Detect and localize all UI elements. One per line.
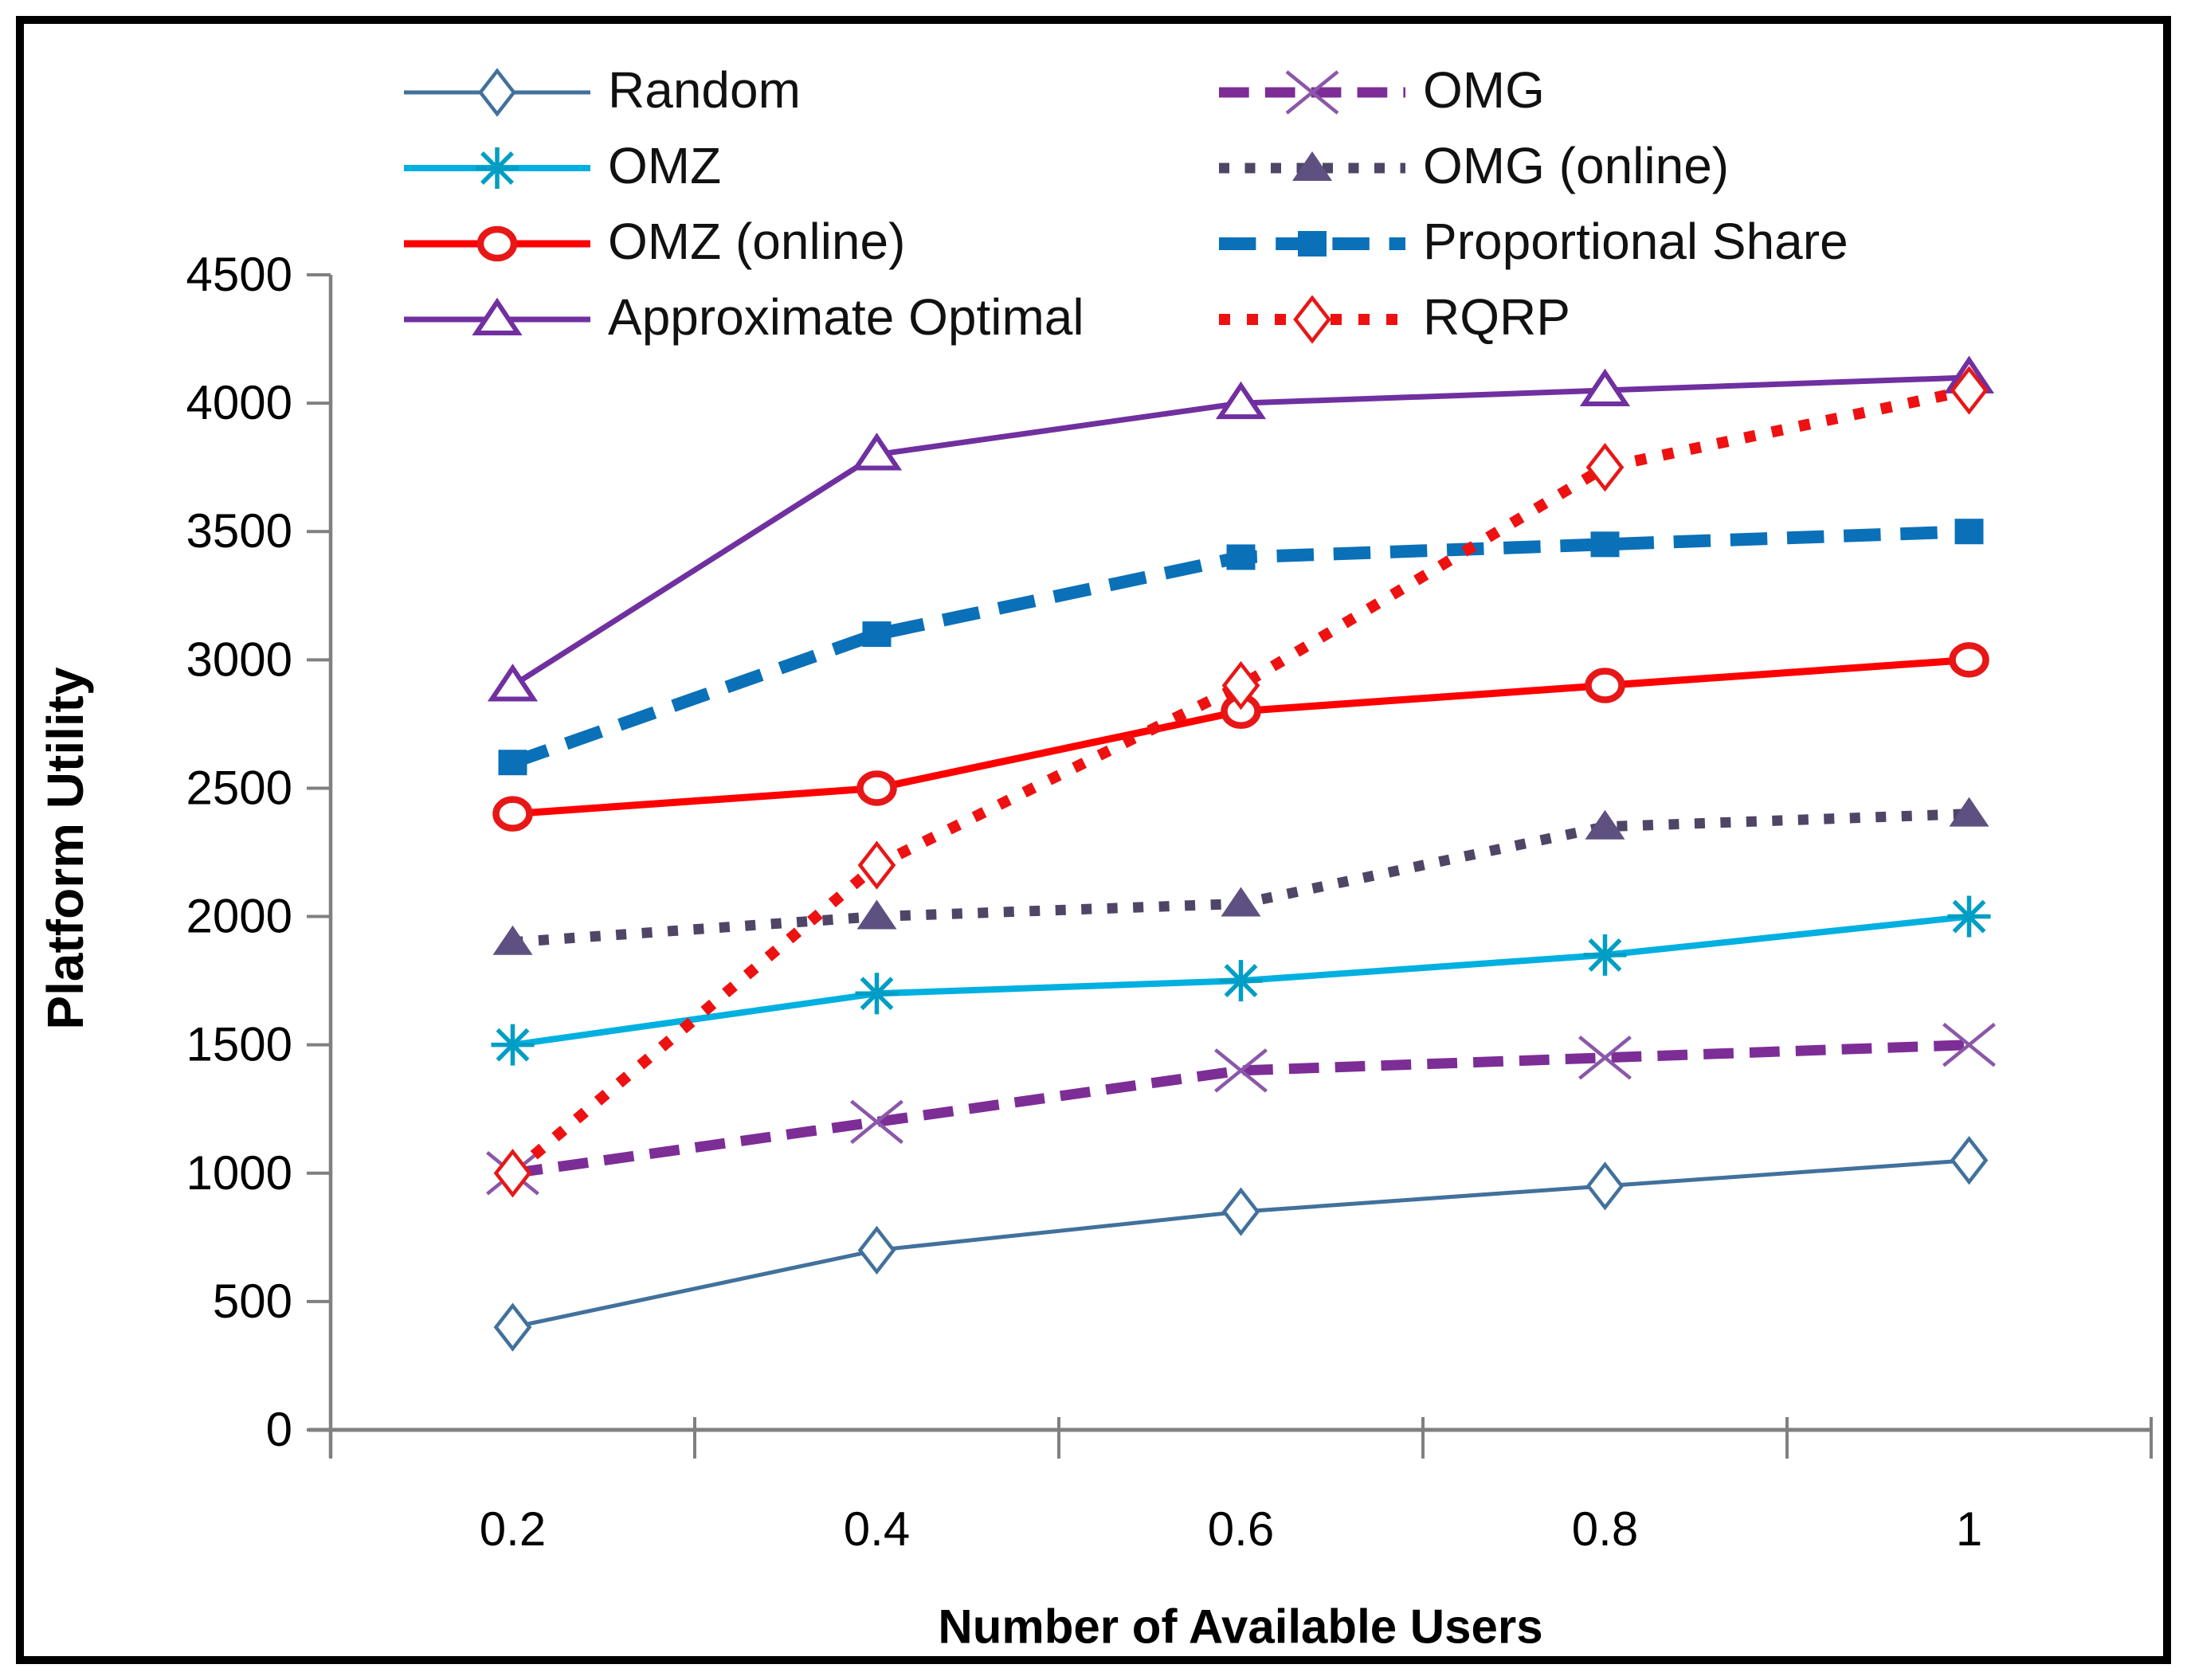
x-tick-label: 1 xyxy=(1956,1502,1982,1556)
y-tick-label: 1500 xyxy=(186,1018,292,1071)
legend-item-omg: OMG xyxy=(1217,54,1848,130)
legend-item-rqrp: RQRP xyxy=(1217,281,1848,357)
x-tick-label: 0.8 xyxy=(1572,1502,1638,1556)
legend-column-right: OMG OMG (online) Proportional Share RQRP xyxy=(1217,54,1848,357)
y-tick-label: 0 xyxy=(266,1403,292,1456)
legend-label: OMG xyxy=(1423,61,1545,119)
legend-label: Random xyxy=(608,61,801,119)
legend-item-random: Random xyxy=(402,54,1084,130)
legend-sample-omg-online-line xyxy=(1219,151,1405,181)
legend-item-omg-online: OMG (online) xyxy=(1217,130,1848,206)
legend-sample-rqrp-line xyxy=(1219,294,1405,344)
y-tick-label: 1000 xyxy=(186,1146,292,1200)
y-tick-label: 3000 xyxy=(186,632,292,686)
legend-label: OMZ xyxy=(608,136,722,194)
legend-label: RQRP xyxy=(1423,288,1570,346)
y-tick-label: 4500 xyxy=(186,248,292,301)
legend-item-omz-online: OMZ (online) xyxy=(402,206,1084,281)
legend-sample-omz-online-line xyxy=(404,225,590,261)
y-axis-title: Platform Utility xyxy=(37,667,94,1030)
legend-sample-omg-line xyxy=(1219,69,1405,115)
y-tick-label: 2500 xyxy=(186,761,292,814)
y-tick-label: 4000 xyxy=(186,376,292,429)
legend-item-omz: OMZ xyxy=(402,130,1084,206)
legend-label: OMG (online) xyxy=(1423,136,1730,194)
legend-item-approximate-optimal: Approximate Optimal xyxy=(402,281,1084,357)
legend-label: Approximate Optimal xyxy=(608,288,1084,346)
legend-sample-proportional-share-line xyxy=(1219,230,1405,257)
x-axis-title: Number of Available Users xyxy=(938,1600,1543,1654)
legend-label: OMZ (online) xyxy=(608,212,906,270)
y-tick-label: 2000 xyxy=(186,890,292,943)
x-tick-label: 0.6 xyxy=(1208,1502,1274,1556)
legend-sample-omz-line xyxy=(404,147,590,189)
x-tick-label: 0.2 xyxy=(480,1502,546,1556)
legend-sample-random-line xyxy=(404,67,590,117)
legend-column-left: Random OMZ OMZ (online) Approximate Opti… xyxy=(402,54,1084,357)
y-tick-label: 3500 xyxy=(186,504,292,558)
y-tick-label: 500 xyxy=(213,1275,292,1328)
legend-sample-approximate-optimal-line xyxy=(404,297,590,335)
x-tick-label: 0.4 xyxy=(844,1502,910,1556)
legend-item-proportional-share: Proportional Share xyxy=(1217,206,1848,281)
legend-label: Proportional Share xyxy=(1423,212,1848,270)
